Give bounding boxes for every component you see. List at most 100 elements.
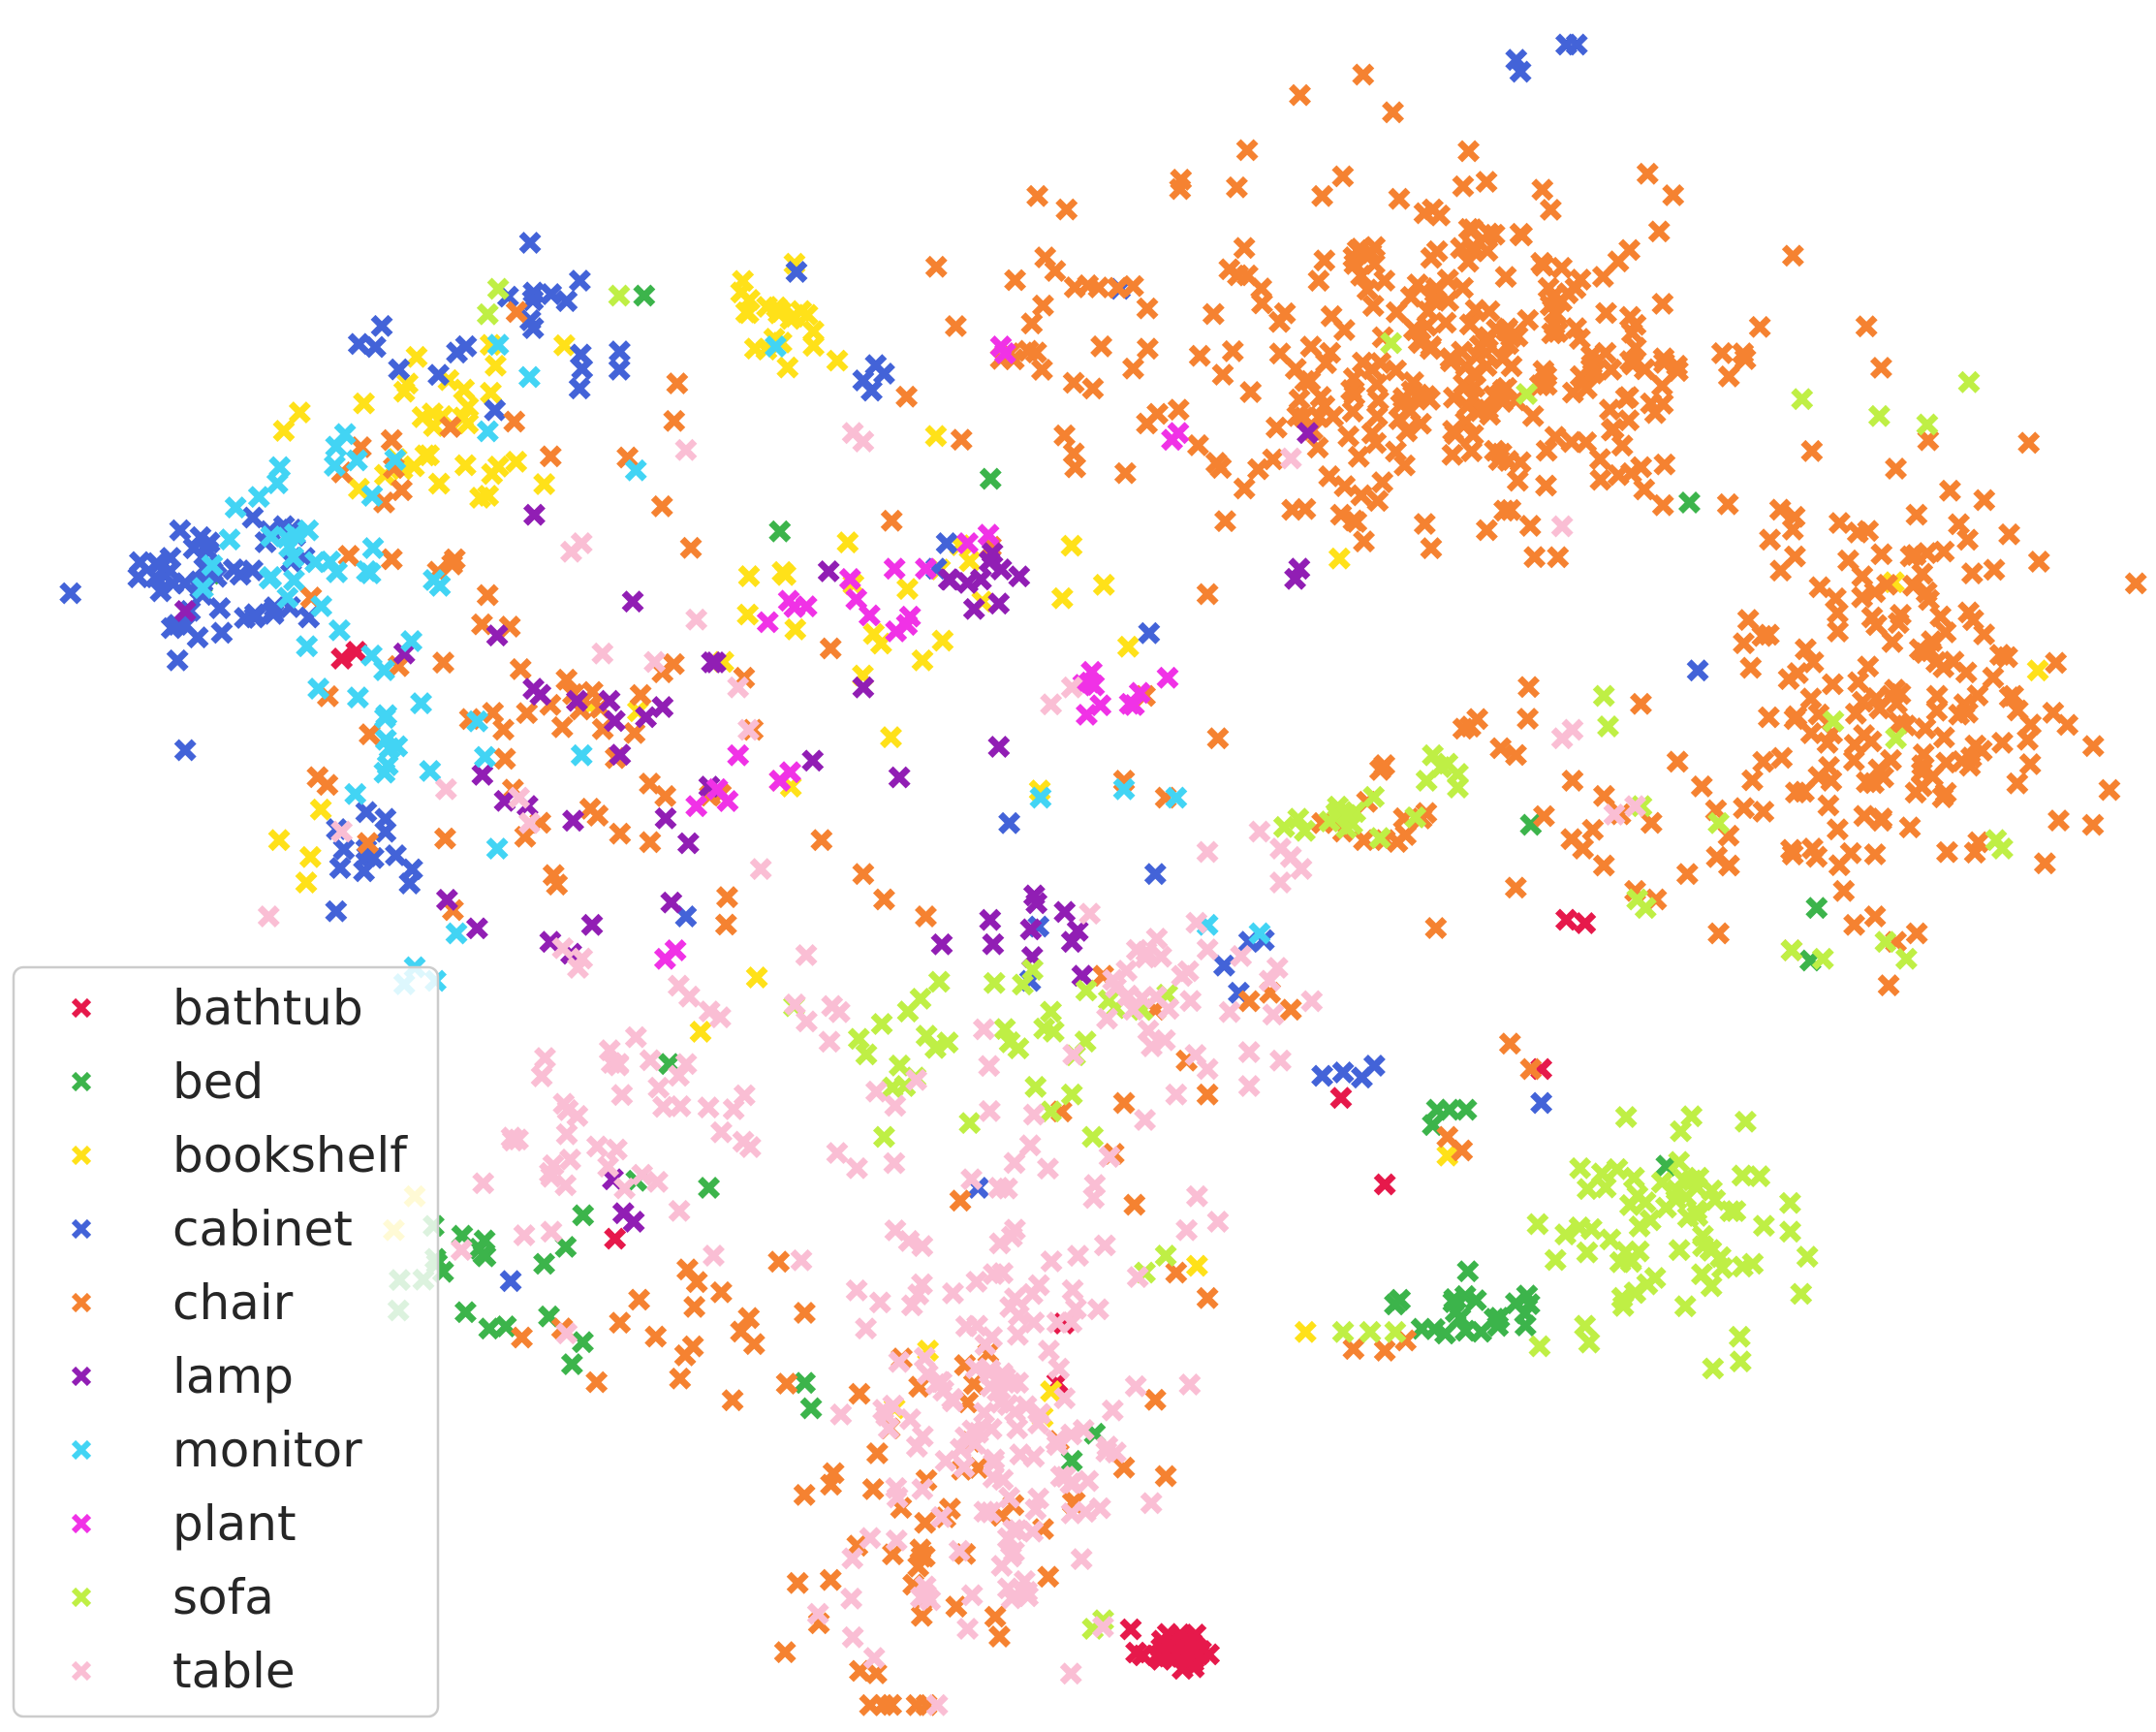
point-lamp [852,676,875,699]
point-table [1016,1580,1039,1603]
point-chair [662,652,685,676]
point-monitor [400,630,423,652]
point-table [643,650,667,674]
point-chair [846,1534,869,1558]
point-chair [1770,746,1794,770]
point-bookshelf [836,531,859,554]
point-chair [1918,588,1941,612]
point-table [1060,1501,1083,1525]
point-cabinet [568,269,591,293]
point-chair [1828,512,1851,535]
point-sofa [1692,1235,1715,1258]
point-table [722,1097,745,1120]
point-sofa [1790,1282,1813,1306]
point-chair [476,583,499,607]
point-chair [715,886,738,909]
point-table [859,1527,882,1550]
point-table [965,1270,988,1293]
point-chair [1031,294,1054,317]
point-table [1124,1374,1147,1398]
point-sofa [1606,1157,1629,1181]
point-cabinet [568,377,591,400]
point-chair [1237,990,1261,1013]
point-monitor [1165,786,1188,809]
point-chair [1402,318,1425,341]
point-lamp [529,683,552,707]
point-table [1002,1519,1025,1541]
point-bookshelf [456,412,480,435]
point-chair [1982,666,2005,689]
point-sofa [1021,959,1045,982]
point-sofa [1599,1228,1622,1251]
point-bathtub [1125,1641,1148,1664]
point-cabinet [1311,1064,1334,1087]
point-chair [1450,236,1473,260]
point-monitor [486,333,510,357]
point-cabinet [1509,60,1532,83]
point-sofa [1811,947,1834,970]
point-sofa [870,1013,893,1035]
point-chair [1413,513,1436,536]
point-chair [1090,334,1113,358]
point-cabinet [328,857,352,880]
point-chair [709,1280,733,1304]
point-bathtub [1574,912,1597,934]
point-chair [1225,175,1248,199]
point-chair [1331,165,1355,188]
point-chair [1221,339,1244,362]
point-sofa [1680,1105,1703,1128]
point-sofa [1622,1166,1645,1189]
point-chair [1516,308,1540,331]
point-sofa [1075,979,1098,1002]
point-cabinet [388,358,411,381]
point-chair [1246,457,1269,481]
legend-label-plant: plant [172,1496,297,1552]
scatter-points [59,33,2147,1716]
point-chair [1934,781,1957,804]
point-chair [555,668,578,691]
point-monitor [422,568,446,591]
point-chair [1863,581,1887,604]
point-chair [1452,174,1475,198]
point-chair [2019,713,2043,737]
point-monitor [191,577,214,600]
point-bed [1805,897,1828,920]
point-chair [1281,498,1304,521]
point-table [1037,1157,1059,1181]
point-chair [1299,335,1323,359]
point-chair [1279,998,1302,1022]
point-chair [880,509,903,532]
point-bed [1678,491,1701,514]
point-sofa [1867,404,1890,427]
point-chair [1394,824,1418,846]
point-lamp [978,550,1001,573]
point-chair [793,1483,816,1506]
point-plant [664,939,687,961]
point-table [960,1584,984,1607]
point-table [702,1244,725,1268]
point-cabinet [872,362,895,385]
point-chair [1233,236,1256,260]
legend-label-sofa: sofa [172,1569,274,1625]
point-chair [433,827,456,850]
point-chair [1419,388,1442,411]
point-table [1237,1075,1261,1097]
point-chair [380,548,403,571]
point-lamp [603,709,626,733]
point-chair [1517,676,1541,699]
point-bookshelf [737,565,761,587]
series-bed [190,284,1828,1472]
point-table [1165,1083,1188,1106]
point-chair [1827,620,1850,644]
point-bed [554,1235,578,1258]
point-table [972,1018,995,1041]
point-table [513,1223,536,1246]
point-sofa [923,1036,947,1059]
point-cabinet [59,582,82,605]
point-chair [1911,562,1934,585]
point-chair [1063,275,1086,299]
point-lamp [435,888,458,911]
point-chair [1265,416,1288,439]
series-monitor [191,333,1271,995]
point-bathtub [1198,1643,1221,1666]
